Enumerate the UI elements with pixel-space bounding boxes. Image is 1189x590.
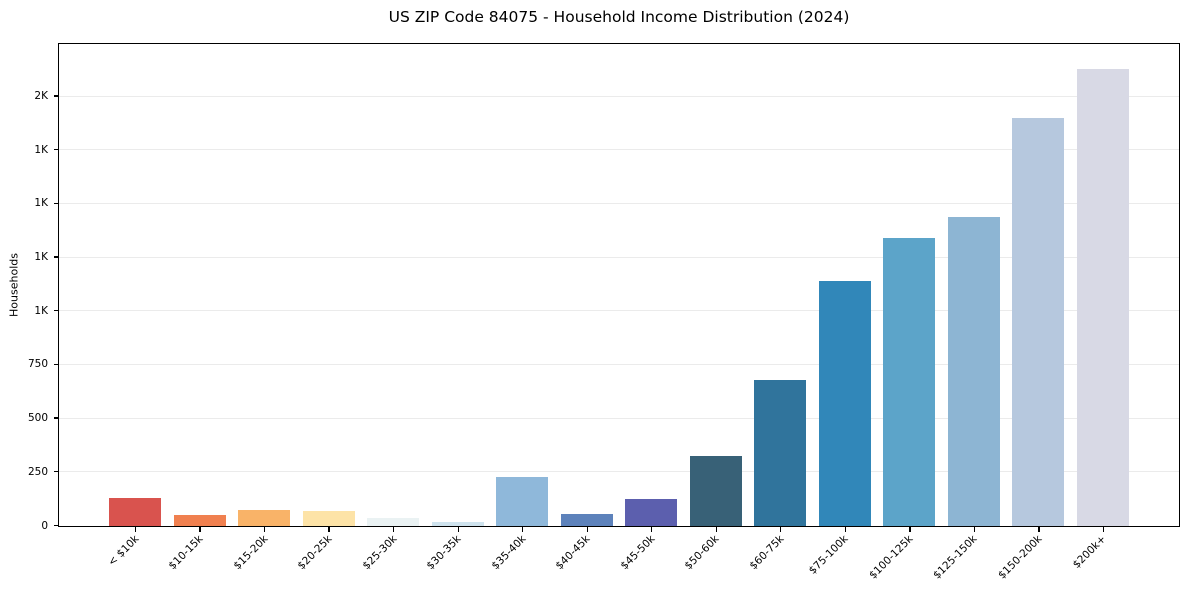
gridline [59, 363, 1179, 365]
gridline [59, 417, 1179, 419]
x-tick-mark [392, 527, 395, 532]
y-tick-label: 500 [27, 412, 48, 425]
x-tick-mark [457, 527, 459, 532]
x-tick-mark [1038, 527, 1040, 532]
bar-$10-15k [173, 515, 226, 526]
x-tick-mark [263, 527, 266, 532]
bar-$100-125k [883, 238, 936, 526]
bar-$35-40k [496, 476, 549, 526]
bar-< $10k [109, 498, 161, 526]
x-tick-mark [1102, 527, 1105, 532]
bar-$25-30k [367, 518, 420, 526]
y-tick-mark [53, 202, 58, 205]
x-tick-label: < $10k [105, 533, 141, 569]
y-tick-mark [53, 310, 58, 312]
x-tick-mark [780, 527, 782, 532]
x-tick-mark [909, 527, 911, 532]
y-tick-mark [53, 471, 58, 473]
y-tick-mark [53, 95, 58, 97]
bar-$200k+ [1076, 68, 1129, 526]
gridline [59, 149, 1179, 151]
y-tick-label: 1K [34, 304, 48, 317]
x-tick-mark [199, 527, 201, 532]
y-tick-mark [53, 363, 58, 366]
y-tick-mark [53, 149, 58, 151]
plot-area [58, 43, 1180, 527]
y-tick-label: 1K [34, 143, 48, 156]
gridline [59, 95, 1179, 97]
chart-title: US ZIP Code 84075 - Household Income Dis… [388, 8, 850, 26]
y-tick-label: 750 [27, 358, 48, 371]
x-tick-mark [715, 527, 717, 532]
bar-$20-25k [302, 510, 355, 526]
bar-$30-35k [431, 521, 484, 526]
y-tick-label: 0 [41, 519, 48, 532]
bar-$40-45k [560, 514, 613, 526]
bar-$45-50k [625, 499, 678, 526]
x-tick-mark [134, 527, 137, 532]
x-tick-mark [844, 527, 846, 532]
bar-$50-60k [689, 456, 742, 526]
bar-$75-100k [818, 281, 871, 526]
x-tick-mark [586, 527, 588, 532]
x-tick-mark [973, 527, 976, 532]
gridline [59, 256, 1179, 258]
y-tick-mark [53, 256, 58, 258]
bar-$60-75k [754, 379, 807, 526]
y-tick-label: 1K [34, 197, 48, 210]
x-tick-mark [328, 527, 330, 532]
bar-$125-150k [947, 216, 1000, 526]
y-tick-mark [53, 524, 58, 527]
gridline [59, 471, 1179, 473]
y-tick-label: 2K [34, 90, 48, 103]
bar-$15-20k [238, 509, 291, 526]
y-tick-mark [53, 417, 58, 419]
gridline [59, 202, 1179, 204]
gridline [59, 310, 1179, 312]
x-tick-mark [651, 527, 653, 532]
y-tick-label: 1K [34, 251, 48, 264]
bar-$150-200k [1012, 118, 1065, 526]
x-tick-mark [522, 527, 524, 532]
y-tick-label: 250 [27, 465, 48, 478]
